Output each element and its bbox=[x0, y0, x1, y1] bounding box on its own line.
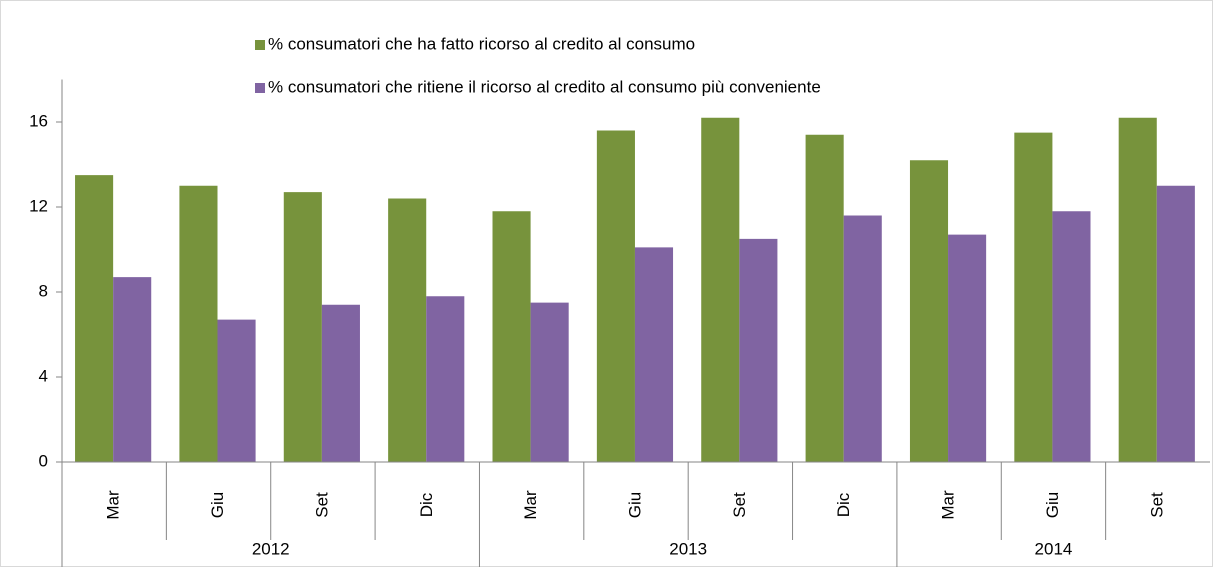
x-tick-label: Dic bbox=[834, 492, 853, 517]
bar bbox=[805, 134, 844, 462]
group-label: 2014 bbox=[1035, 539, 1073, 558]
bar bbox=[283, 192, 322, 462]
x-tick-label: Set bbox=[730, 492, 749, 518]
x-tick-label: Set bbox=[312, 492, 331, 518]
bar bbox=[75, 175, 114, 462]
bar bbox=[701, 117, 740, 462]
bar bbox=[1014, 132, 1053, 462]
x-tick-label: Mar bbox=[104, 490, 123, 520]
legend-label: % consumatori che ritiene il ricorso al … bbox=[268, 77, 821, 96]
x-tick-label: Giu bbox=[625, 492, 644, 518]
bar bbox=[1118, 117, 1157, 462]
group-label: 2012 bbox=[252, 539, 290, 558]
bar bbox=[634, 247, 674, 462]
bar bbox=[909, 160, 949, 462]
bar bbox=[113, 277, 152, 462]
legend-label: % consumatori che ha fatto ricorso al cr… bbox=[268, 34, 695, 53]
legend-swatch bbox=[255, 83, 265, 93]
bar bbox=[426, 296, 465, 462]
bar bbox=[596, 130, 635, 462]
bar bbox=[530, 302, 569, 462]
y-tick-label: 0 bbox=[39, 451, 48, 470]
bar bbox=[321, 304, 360, 462]
bar bbox=[388, 198, 427, 462]
bar bbox=[739, 238, 778, 462]
y-tick-label: 12 bbox=[29, 196, 48, 215]
legend-swatch bbox=[255, 40, 265, 50]
bar bbox=[179, 185, 218, 462]
bar bbox=[1052, 211, 1091, 462]
x-tick-label: Giu bbox=[1043, 492, 1062, 518]
group-label: 2013 bbox=[669, 539, 707, 558]
x-tick-label: Set bbox=[1147, 492, 1166, 518]
y-tick-label: 8 bbox=[39, 281, 48, 300]
bar bbox=[948, 234, 987, 462]
bar bbox=[492, 211, 531, 462]
bar bbox=[1156, 185, 1195, 462]
x-tick-label: Dic bbox=[417, 492, 436, 517]
x-tick-label: Giu bbox=[208, 492, 227, 518]
bar bbox=[843, 215, 882, 462]
y-tick-label: 4 bbox=[39, 366, 48, 385]
bar bbox=[217, 319, 256, 462]
x-tick-label: Mar bbox=[521, 490, 540, 520]
x-tick-label: Mar bbox=[939, 490, 958, 520]
y-tick-label: 16 bbox=[29, 111, 48, 130]
